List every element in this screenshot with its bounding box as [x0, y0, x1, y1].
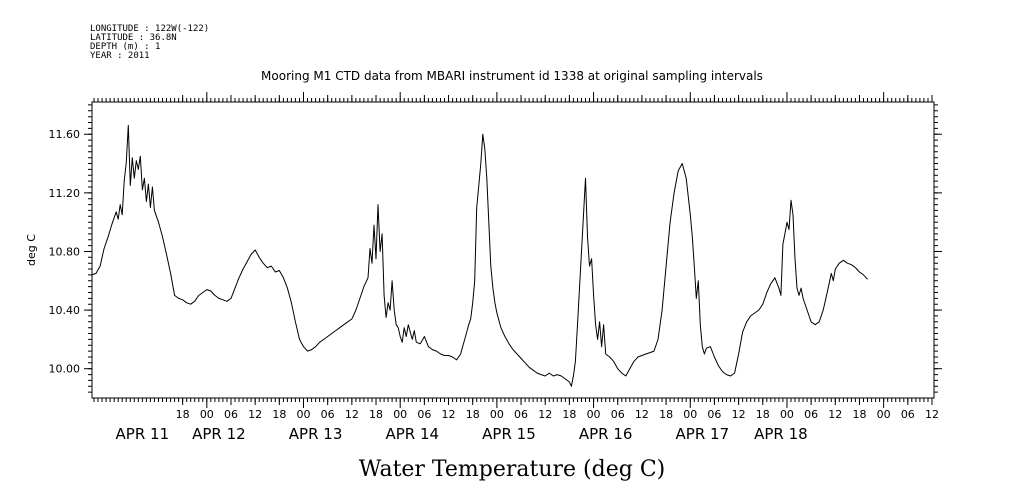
- x-hour-label: 12: [732, 408, 746, 421]
- metadata-year: YEAR : 2011: [90, 51, 150, 61]
- x-day-label: APR 11: [116, 425, 170, 443]
- x-hour-label: 06: [224, 408, 238, 421]
- x-hour-label: 12: [828, 408, 842, 421]
- x-hour-label: 00: [877, 408, 891, 421]
- y-tick-label: 10.80: [49, 245, 81, 258]
- x-hour-label: 12: [925, 408, 939, 421]
- x-hour-label: 00: [683, 408, 697, 421]
- x-hour-label: 06: [514, 408, 528, 421]
- plot-frame: [91, 101, 935, 399]
- x-day-label: APR 17: [676, 425, 730, 443]
- x-hour-label: 18: [562, 408, 576, 421]
- metadata-longitude: LONGITUDE : 122W(-122): [90, 24, 209, 34]
- bottom-minor-ticks: [93, 398, 933, 402]
- y-tick-label: 10.00: [49, 363, 81, 376]
- x-day-label: APR 15: [482, 425, 536, 443]
- x-hour-label: 06: [901, 408, 915, 421]
- minor-ticks: [88, 98, 938, 402]
- series-layer: [91, 124, 868, 387]
- x-hour-label: 00: [780, 408, 794, 421]
- metadata-latitude: LATITUDE : 36.8N: [90, 33, 177, 43]
- x-day-label: APR 13: [289, 425, 343, 443]
- x-axis-label: Water Temperature (deg C): [359, 457, 666, 482]
- x-hour-label: 06: [417, 408, 431, 421]
- y-tick-label: 11.20: [49, 187, 81, 200]
- x-day-label: APR 14: [385, 425, 439, 443]
- metadata-depth: DEPTH (m) : 1: [90, 42, 160, 52]
- x-hour-label: 18: [659, 408, 673, 421]
- x-hour-label: 18: [852, 408, 866, 421]
- x-hour-label: 12: [538, 408, 552, 421]
- x-hour-label: 06: [707, 408, 721, 421]
- x-hour-label: 00: [297, 408, 311, 421]
- x-hour-label: 18: [756, 408, 770, 421]
- x-hour-label: 18: [176, 408, 190, 421]
- x-day-label: APR 16: [579, 425, 633, 443]
- x-hour-label: 00: [490, 408, 504, 421]
- x-hour-label: 18: [369, 408, 383, 421]
- x-hour-label: 06: [804, 408, 818, 421]
- right-minor-ticks: [934, 104, 938, 393]
- series-line-0: [91, 124, 868, 387]
- y-tick-label: 10.40: [49, 304, 81, 317]
- x-day-label: APR 12: [192, 425, 246, 443]
- x-hour-label: 12: [248, 408, 262, 421]
- x-hour-label: 06: [611, 408, 625, 421]
- chart-title: Mooring M1 CTD data from MBARI instrumen…: [261, 69, 763, 83]
- y-axis: 10.00 10.40 10.80 11.20 11.60: [49, 128, 942, 376]
- x-hour-label: 12: [635, 408, 649, 421]
- x-hour-label: 18: [272, 408, 286, 421]
- left-minor-ticks: [88, 104, 92, 393]
- y-tick-label: 11.60: [49, 128, 81, 141]
- x-day-label: APR 18: [754, 425, 808, 443]
- top-minor-ticks: [93, 98, 933, 102]
- x-hour-label: 00: [587, 408, 601, 421]
- x-axis: 18 00 06 12 18 00 06 12 18 00 06 12 18 00 06 12 18 00 06 12…: [116, 92, 939, 443]
- x-hour-label: 18: [466, 408, 480, 421]
- y-axis-label: deg C: [25, 234, 38, 266]
- x-hour-label: 00: [200, 408, 214, 421]
- x-hour-label: 06: [321, 408, 335, 421]
- x-hour-label: 00: [393, 408, 407, 421]
- metadata-block: LONGITUDE : 122W(-122) LATITUDE : 36.8N …: [90, 24, 209, 61]
- x-hour-label: 12: [345, 408, 359, 421]
- x-hour-label: 12: [442, 408, 456, 421]
